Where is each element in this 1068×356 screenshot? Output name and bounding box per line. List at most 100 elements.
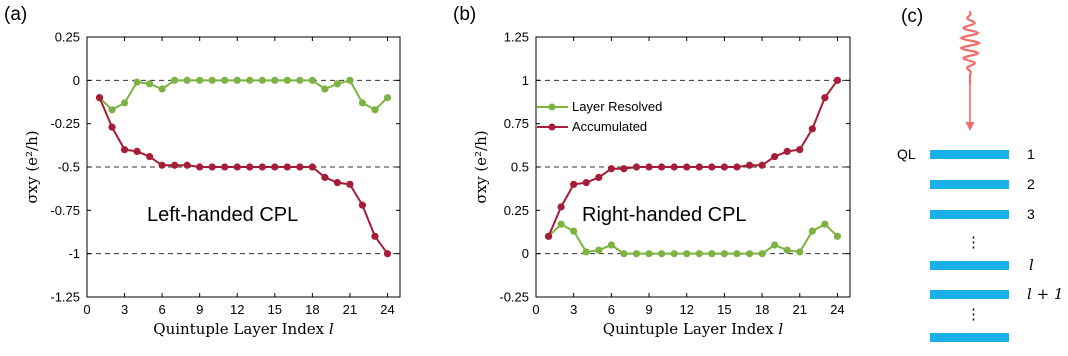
panel-b-ytick-label: 0.75: [504, 116, 529, 131]
panel-a-point-layer-resolved: [233, 76, 241, 84]
panel-a-series-line-layer-resolved: [98, 79, 389, 111]
panel-a-point-layer-resolved: [333, 80, 341, 88]
panel-a-point-accumulated: [120, 146, 129, 154]
panel-b-legend: Layer Resolved Accumulated: [537, 99, 662, 134]
panel-b-point-accumulated: [695, 163, 703, 171]
panel-b-point-layer-resolved: [833, 232, 842, 240]
layer-bar-l-plus-1: [930, 290, 1009, 299]
panel-a-point-accumulated: [233, 163, 241, 171]
layer-bar-last: [930, 333, 1009, 342]
panel-a-ytick-label: -0.25: [50, 116, 80, 131]
panel-a-point-accumulated: [333, 179, 341, 187]
panel-b-ytick-label: 0.25: [504, 203, 529, 218]
layer-label-1: 1: [1027, 146, 1035, 162]
panel-a-xtick-label: 0: [83, 302, 90, 317]
panel-b-point-layer-resolved: [783, 246, 791, 254]
panel-b-point-layer-resolved: [607, 241, 615, 249]
panel-a-label: (a): [4, 4, 27, 25]
panel-b-yaxis-label: σxy (e²/h): [472, 130, 490, 203]
panel-a-point-accumulated: [208, 163, 216, 171]
panel-b-xtick-label: 12: [679, 302, 693, 317]
panel-b-point-layer-resolved: [582, 248, 590, 256]
layer-bar-3: [930, 210, 1009, 219]
panel-a-point-layer-resolved: [246, 76, 254, 84]
panel-a-point-accumulated: [371, 232, 379, 240]
panel-a-point-layer-resolved: [296, 76, 304, 84]
panel-b-point-layer-resolved: [796, 248, 804, 256]
panel-a-xtick-label: 24: [380, 302, 394, 317]
layer-label-l-plus-1: l + 1: [1027, 285, 1063, 303]
panel-b-point-accumulated: [833, 76, 842, 84]
panel-a-ytick-label: -1: [68, 246, 80, 261]
panel-a-point-layer-resolved: [146, 80, 154, 88]
panel-b-point-accumulated: [745, 161, 754, 169]
panel-a-chart: (a) 0 3 6 9 12 15 18 21 24 0.25 0 -0.25 -0.5 -0.75 -1 -…: [4, 4, 401, 338]
panel-a-point-layer-resolved: [221, 76, 229, 84]
panel-b-point-accumulated: [658, 163, 666, 171]
legend-marker-layer-resolved: [548, 103, 556, 111]
panel-a-point-accumulated: [246, 163, 254, 171]
panel-b-chart: (b) 0 3 6 9 12 15 18 21 241.2510.750.50.250-0.25…: [453, 4, 851, 338]
panel-b-xtick-label: 6: [608, 302, 615, 317]
layer-bar-2: [930, 180, 1009, 189]
panel-b-ytick-label: 0: [522, 246, 529, 261]
layer-label-2: 2: [1027, 176, 1035, 192]
panel-b-point-layer-resolved: [695, 250, 703, 258]
panel-b-xtick-label: 9: [645, 302, 652, 317]
panel-b-point-accumulated: [796, 146, 804, 154]
panel-b-point-layer-resolved: [808, 227, 816, 235]
light-arrow-head-icon: [965, 122, 975, 131]
panel-a-point-layer-resolved: [371, 106, 379, 114]
panel-b-point-accumulated: [582, 179, 590, 187]
panel-a-xtick-label: 15: [268, 302, 282, 317]
panel-a-series-line-accumulated: [98, 97, 389, 255]
panel-a-point-accumulated: [321, 173, 329, 181]
legend-marker-accumulated: [548, 123, 556, 131]
panel-a-point-layer-resolved: [308, 76, 316, 84]
layer-ellipsis-2: ⋮: [966, 305, 981, 323]
panel-b-point-layer-resolved: [570, 227, 578, 235]
panel-a-point-accumulated: [308, 163, 316, 171]
panel-a-point-accumulated: [283, 163, 291, 171]
layer-label-3: 3: [1027, 206, 1035, 222]
panel-a-point-accumulated: [146, 153, 154, 161]
panel-b-xtick-label: 15: [717, 302, 731, 317]
panel-b-point-accumulated: [733, 163, 741, 171]
panel-b-point-accumulated: [683, 163, 691, 171]
panel-b-point-layer-resolved: [620, 250, 628, 258]
panel-b-point-layer-resolved: [733, 250, 741, 258]
panel-a-yaxis-label: σxy (e²/h): [23, 130, 41, 203]
panel-b-point-accumulated: [632, 163, 641, 171]
panel-a-point-accumulated: [358, 201, 367, 209]
panel-b-annotation: Right-handed CPL: [582, 204, 747, 226]
panel-a-xtick-label: 18: [305, 302, 319, 317]
panel-a-point-layer-resolved: [158, 85, 166, 93]
panel-a-point-layer-resolved: [183, 76, 191, 84]
panel-b-point-accumulated: [620, 165, 628, 173]
panel-b-xtick-label: 3: [570, 302, 577, 317]
panel-a-point-layer-resolved: [196, 76, 204, 84]
panel-a-point-accumulated: [196, 163, 204, 171]
panel-a-point-layer-resolved: [271, 76, 279, 84]
panel-b-point-accumulated: [758, 161, 766, 169]
panel-b-point-accumulated: [557, 203, 565, 211]
panel-a-point-accumulated: [95, 94, 104, 102]
panel-a-xtick-label: 9: [196, 302, 203, 317]
panel-a-ytick-label: -0.75: [50, 203, 80, 218]
panel-b-ytick-label: 0.5: [511, 160, 529, 175]
panel-a-point-accumulated: [271, 163, 279, 171]
panel-c-diagram: (c) QL 1 2 3 ⋮ l l + 1 ⋮: [897, 6, 1063, 342]
panel-b-point-layer-resolved: [632, 250, 641, 258]
panel-b-point-layer-resolved: [720, 250, 729, 258]
panel-b-point-accumulated: [808, 125, 816, 133]
panel-a-point-accumulated: [183, 161, 191, 169]
panel-a-xtick-label: 21: [343, 302, 357, 317]
panel-b-ytick-label: -0.25: [499, 290, 529, 305]
light-wave-icon: [959, 10, 982, 131]
panel-b-point-layer-resolved: [595, 246, 603, 254]
panel-b-point-layer-resolved: [758, 250, 766, 258]
panel-a-point-accumulated: [171, 161, 179, 169]
panel-b-xtick-label: 18: [755, 302, 769, 317]
panel-b-point-layer-resolved: [683, 250, 691, 258]
ql-label: QL: [897, 146, 916, 162]
